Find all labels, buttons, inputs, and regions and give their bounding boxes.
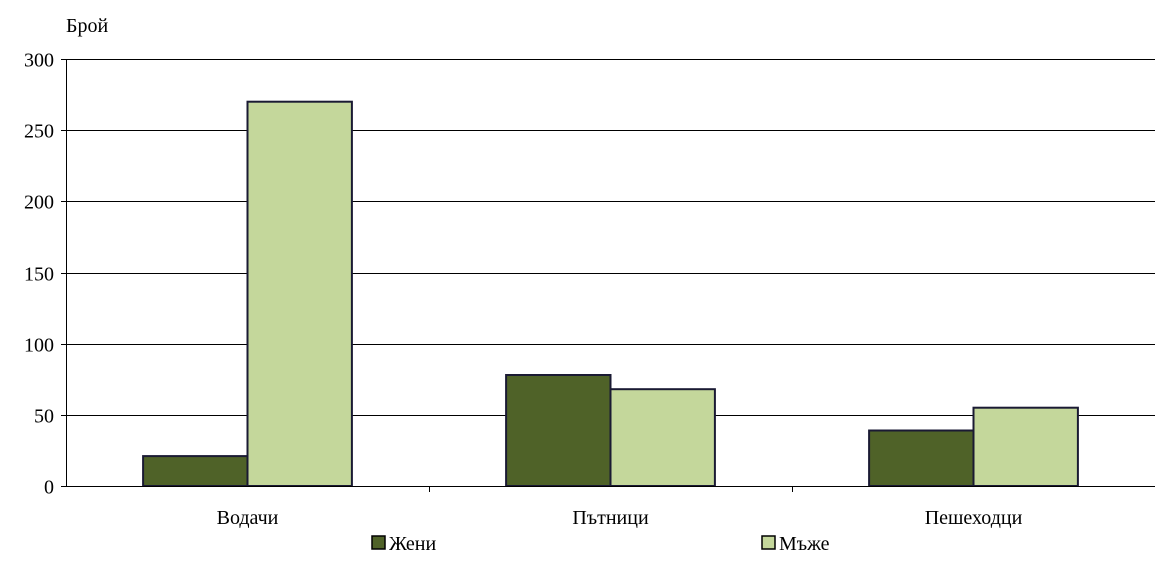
legend-swatch (761, 535, 776, 550)
y-tick-label: 200 (24, 192, 54, 214)
bar-women (868, 429, 975, 487)
y-tick-label: 300 (24, 50, 54, 72)
y-tick-label: 250 (24, 121, 54, 143)
y-axis-title: Брой (66, 15, 108, 37)
bar-men (972, 406, 1079, 488)
x-tick-label: Пътници (572, 507, 649, 529)
legend-label: Мъже (779, 533, 830, 555)
gridlines (66, 59, 1155, 416)
bar-men (609, 388, 716, 488)
y-tick-label: 100 (24, 335, 54, 357)
x-tick-label: Водачи (217, 507, 279, 529)
y-tick-label: 150 (24, 264, 54, 286)
bars (142, 100, 1079, 488)
y-tick-label: 50 (34, 406, 54, 428)
tick-labels: 0 50 100 150 200 250 300 Водачи Пътници Пешеходци (24, 50, 1023, 530)
bar-men (246, 100, 353, 487)
bar-women (142, 455, 249, 488)
x-tick-label: Пешеходци (925, 507, 1023, 529)
axes (61, 59, 1155, 492)
legend-label: Жени (389, 533, 436, 555)
bar-women (505, 374, 612, 487)
legend-swatch (371, 535, 386, 550)
legend: Жени Мъже (371, 533, 830, 555)
y-tick-label: 0 (44, 477, 54, 499)
